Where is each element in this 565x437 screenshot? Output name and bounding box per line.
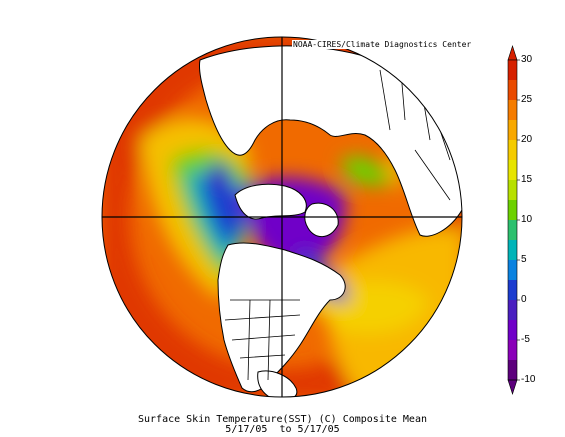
sst-field <box>102 37 462 397</box>
colorbar-tick-label: 30 <box>521 54 533 65</box>
credit-label: NOAA-CIRES/Climate Diagnostics Center <box>292 40 473 49</box>
colorbar-bottom-arrow <box>507 379 518 395</box>
colorbar-segment <box>508 340 517 361</box>
colorbar-segment <box>508 100 517 121</box>
colorbar-tick-label: 20 <box>521 134 533 145</box>
colorbar-segment <box>508 120 517 141</box>
colorbar-segment <box>508 180 517 201</box>
map-caption: Surface Skin Temperature(SST) (C) Compos… <box>138 414 427 425</box>
colorbar-segment <box>508 140 517 161</box>
colorbar-tick-label: 0 <box>521 294 527 305</box>
colorbar-segment <box>508 300 517 321</box>
colorbar-segment <box>508 260 517 281</box>
colorbar-segment <box>508 240 517 261</box>
colorbar-segment <box>508 320 517 341</box>
colorbar-segment <box>508 360 517 381</box>
map-borders <box>224 59 451 381</box>
map-date-range: 5/17/05 to 5/17/05 <box>225 424 340 435</box>
colorbar-segment <box>508 220 517 241</box>
colorbar-segment <box>508 280 517 301</box>
colorbar-tick-label: -5 <box>521 334 530 345</box>
colorbar-top-arrow <box>507 45 518 61</box>
colorbar-segment <box>508 80 517 101</box>
colorbar-tick-label: 10 <box>521 214 533 225</box>
colorbar-tick-label: 5 <box>521 254 527 265</box>
colorbar <box>507 45 520 395</box>
colorbar-tick-label: 15 <box>521 174 533 185</box>
colorbar-segment <box>508 160 517 181</box>
colorbar-tick-label: -10 <box>521 374 536 385</box>
colorbar-tick-label: 25 <box>521 94 533 105</box>
colorbar-segment <box>508 200 517 221</box>
colorbar-segment <box>508 60 517 81</box>
